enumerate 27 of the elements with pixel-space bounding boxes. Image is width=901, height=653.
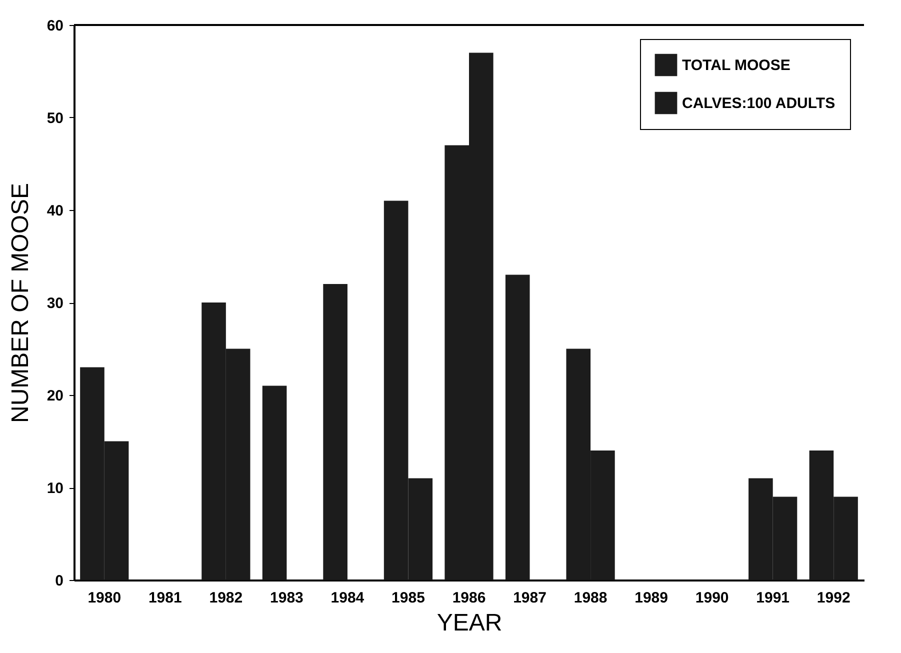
x-tick-label: 1984 (330, 590, 365, 606)
legend-label: TOTAL MOOSE (682, 57, 790, 74)
x-tick-label: 1989 (634, 590, 668, 606)
y-tick-label: 10 (46, 480, 64, 497)
bar (323, 284, 348, 580)
x-tick-label: 1991 (756, 590, 790, 606)
y-tick-label: 20 (46, 388, 64, 404)
y-tick-label: 60 (46, 18, 64, 34)
x-tick-label: 1986 (452, 590, 486, 606)
bar (262, 386, 287, 580)
x-tick-label: 1990 (695, 590, 729, 606)
y-tick-label: 30 (46, 295, 64, 312)
bar (505, 274, 530, 580)
x-tick-label: 1987 (513, 590, 546, 606)
x-tick-label: 1980 (88, 590, 122, 606)
x-tick-label: 1985 (392, 590, 425, 606)
y-tick-label: 0 (55, 572, 64, 590)
legend-label: CALVES:100 ADULTS (682, 95, 836, 112)
x-tick-label: 1983 (270, 590, 304, 606)
x-tick-label: 1988 (574, 590, 608, 606)
y-tick-label: 50 (46, 110, 64, 127)
x-axis-title: YEAR (436, 610, 502, 636)
x-tick-label: 1982 (209, 590, 243, 606)
y-axis-title: NUMBER OF MOOSE (6, 182, 34, 424)
y-tick-label: 40 (46, 202, 64, 220)
x-tick-label: 1992 (816, 590, 850, 606)
x-tick-label: 1981 (148, 590, 182, 606)
